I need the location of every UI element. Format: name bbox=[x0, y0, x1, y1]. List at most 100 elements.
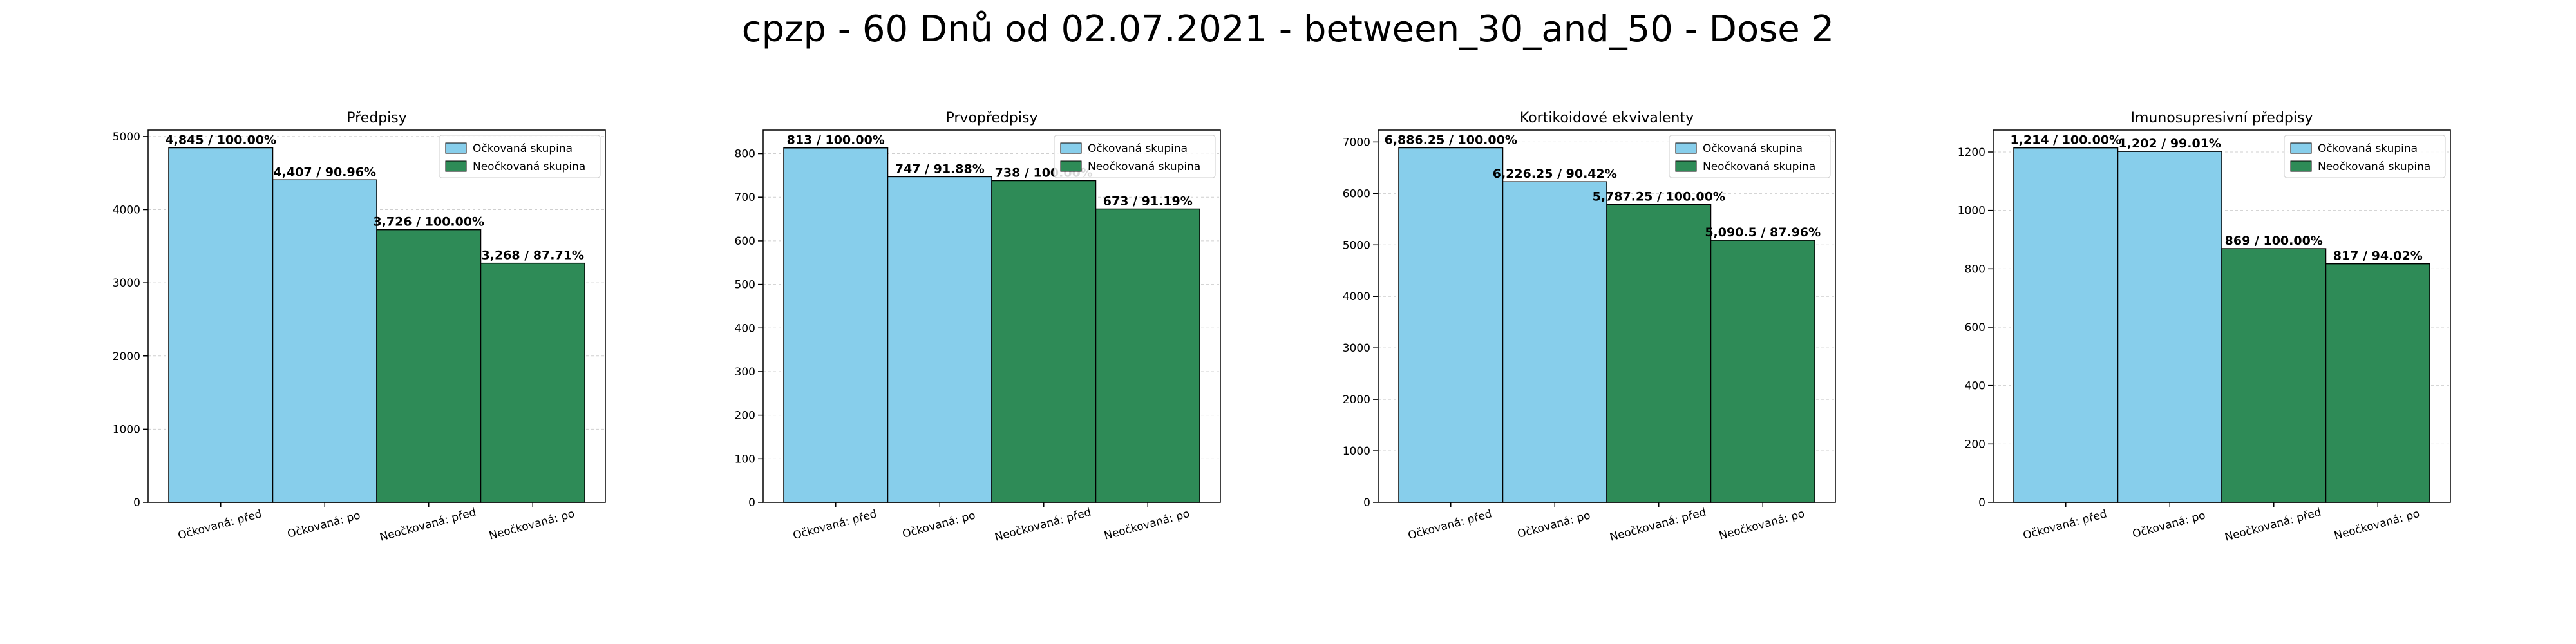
x-tick-label: Očkovaná: po bbox=[901, 509, 977, 540]
y-tick-label: 400 bbox=[1965, 380, 1985, 393]
axes-frame bbox=[1993, 129, 2451, 503]
data-label: 6,886.25 / 100.00% bbox=[1385, 133, 1517, 147]
legend: Očkovaná skupina Neočkovaná skupina bbox=[1054, 135, 1216, 178]
y-tick-label: 0 bbox=[133, 497, 140, 509]
y-tick-label: 0 bbox=[1978, 497, 1985, 509]
legend-swatch-vaccinated bbox=[1675, 142, 1697, 154]
x-tick-label: Očkovaná: po bbox=[2131, 509, 2207, 540]
y-tick-label: 800 bbox=[735, 148, 755, 161]
y-tick-label: 1000 bbox=[113, 423, 140, 436]
figure-title: cpzp - 60 Dnů od 02.07.2021 - between_30… bbox=[741, 8, 1835, 50]
bar bbox=[1606, 204, 1712, 503]
y-tick-label: 3000 bbox=[113, 277, 140, 290]
bar bbox=[2221, 248, 2327, 503]
bar bbox=[480, 262, 585, 503]
legend-swatch-unvaccinated bbox=[2290, 160, 2312, 172]
bar bbox=[2117, 151, 2222, 503]
data-label: 869 / 100.00% bbox=[2225, 234, 2323, 248]
x-tick-label: Neočkovaná: po bbox=[1103, 507, 1191, 543]
x-tick-label: Neočkovaná: před bbox=[2223, 506, 2322, 544]
axes-frame bbox=[1378, 129, 1836, 503]
y-tick-label: 1000 bbox=[1343, 445, 1370, 458]
y-tick-label: 6000 bbox=[1343, 187, 1370, 200]
legend-swatch-unvaccinated bbox=[445, 160, 467, 172]
y-tick-label: 0 bbox=[1363, 497, 1370, 509]
data-label: 4,845 / 100.00% bbox=[165, 133, 276, 147]
y-tick-label: 2000 bbox=[113, 350, 140, 363]
chart-title: Prvopředpisy bbox=[946, 110, 1038, 126]
chart-panel-4: Imunosupresivní předpisy 0 200 400 600 800 100… bbox=[1958, 110, 2451, 544]
y-tick-label: 7000 bbox=[1343, 136, 1370, 149]
x-tick-label: Neočkovaná: před bbox=[993, 506, 1092, 544]
y-tick-label: 600 bbox=[1965, 321, 1985, 334]
bar bbox=[2013, 147, 2119, 503]
data-label: 817 / 94.02% bbox=[2333, 249, 2423, 263]
data-label: 813 / 100.00% bbox=[787, 133, 885, 147]
bar bbox=[168, 147, 274, 503]
bar bbox=[887, 176, 992, 503]
chart-title: Imunosupresivní předpisy bbox=[2131, 110, 2313, 126]
y-tick-label: 200 bbox=[735, 410, 755, 422]
chart-panel-1: Předpisy 0 1000 2000 3000 4000 5000 4,845 / 100… bbox=[113, 110, 606, 544]
y-tick-label: 400 bbox=[735, 322, 755, 335]
data-label: 747 / 91.88% bbox=[895, 162, 985, 176]
y-tick-label: 600 bbox=[735, 235, 755, 248]
y-tick-label: 1200 bbox=[1958, 146, 1985, 159]
y-tick-label: 5000 bbox=[1343, 239, 1370, 252]
y-tick-label: 200 bbox=[1965, 438, 1985, 451]
data-label: 3,726 / 100.00% bbox=[373, 215, 484, 229]
y-tick-label: 3000 bbox=[1343, 342, 1370, 355]
legend-box bbox=[1054, 135, 1216, 178]
legend-swatch-vaccinated bbox=[1060, 142, 1082, 154]
bar bbox=[376, 229, 482, 503]
data-label: 1,202 / 99.01% bbox=[2119, 137, 2221, 151]
axes-frame bbox=[147, 129, 606, 503]
legend-label-unvaccinated: Neočkovaná skupina bbox=[1088, 160, 1200, 173]
data-label: 6,226.25 / 90.42% bbox=[1493, 167, 1617, 181]
legend-label-unvaccinated: Neočkovaná skupina bbox=[1703, 160, 1815, 173]
data-label: 5,090.5 / 87.96% bbox=[1705, 225, 1821, 240]
x-tick-label: Očkovaná: před bbox=[1406, 507, 1493, 542]
bar bbox=[1710, 240, 1815, 503]
chart-panel-3: Kortikoidové ekvivalenty 0 1000 2000 3000 400… bbox=[1343, 110, 1836, 544]
data-label: 673 / 91.19% bbox=[1103, 194, 1193, 209]
y-tick-label: 4000 bbox=[113, 204, 140, 217]
legend: Očkovaná skupina Neočkovaná skupina bbox=[2284, 135, 2446, 178]
x-tick-label: Očkovaná: před bbox=[2022, 507, 2108, 542]
y-tick-label: 800 bbox=[1965, 263, 1985, 276]
chart-title: Kortikoidové ekvivalenty bbox=[1520, 110, 1694, 126]
y-tick-label: 2000 bbox=[1343, 393, 1370, 406]
data-label: 1,214 / 100.00% bbox=[2010, 133, 2121, 147]
y-tick-label: 500 bbox=[735, 279, 755, 292]
legend-label-vaccinated: Očkovaná skupina bbox=[473, 142, 573, 155]
bar bbox=[1502, 181, 1607, 503]
bar bbox=[991, 180, 1097, 503]
x-tick-label: Neočkovaná: před bbox=[1608, 506, 1707, 544]
x-tick-label: Neočkovaná: po bbox=[2333, 507, 2421, 543]
y-tick-label: 0 bbox=[748, 497, 755, 509]
x-tick-label: Neočkovaná: před bbox=[378, 506, 477, 544]
legend-label-unvaccinated: Neočkovaná skupina bbox=[473, 160, 585, 173]
x-tick-label: Očkovaná: po bbox=[1516, 509, 1592, 540]
legend-swatch-unvaccinated bbox=[1060, 160, 1082, 172]
y-tick-label: 700 bbox=[735, 191, 755, 204]
legend-swatch-vaccinated bbox=[2290, 142, 2312, 154]
bar bbox=[1095, 208, 1200, 503]
chart-panel-2: Prvopředpisy 0 100 200 300 400 500 600 700 800 813… bbox=[735, 110, 1221, 544]
bar bbox=[1398, 147, 1504, 503]
legend-box bbox=[1669, 135, 1831, 178]
legend-label-vaccinated: Očkovaná skupina bbox=[2318, 142, 2418, 155]
bar bbox=[783, 147, 889, 503]
x-tick-label: Neočkovaná: po bbox=[1718, 507, 1806, 543]
bar bbox=[2325, 263, 2430, 503]
x-tick-label: Očkovaná: před bbox=[176, 507, 263, 542]
y-tick-label: 5000 bbox=[113, 131, 140, 144]
legend-label-unvaccinated: Neočkovaná skupina bbox=[2318, 160, 2430, 173]
data-label: 3,268 / 87.71% bbox=[482, 249, 584, 263]
bar bbox=[272, 179, 377, 503]
legend-label-vaccinated: Očkovaná skupina bbox=[1088, 142, 1188, 155]
data-label: 5,787.25 / 100.00% bbox=[1593, 189, 1725, 204]
data-label: 4,407 / 90.96% bbox=[274, 165, 376, 179]
legend-label-vaccinated: Očkovaná skupina bbox=[1703, 142, 1803, 155]
